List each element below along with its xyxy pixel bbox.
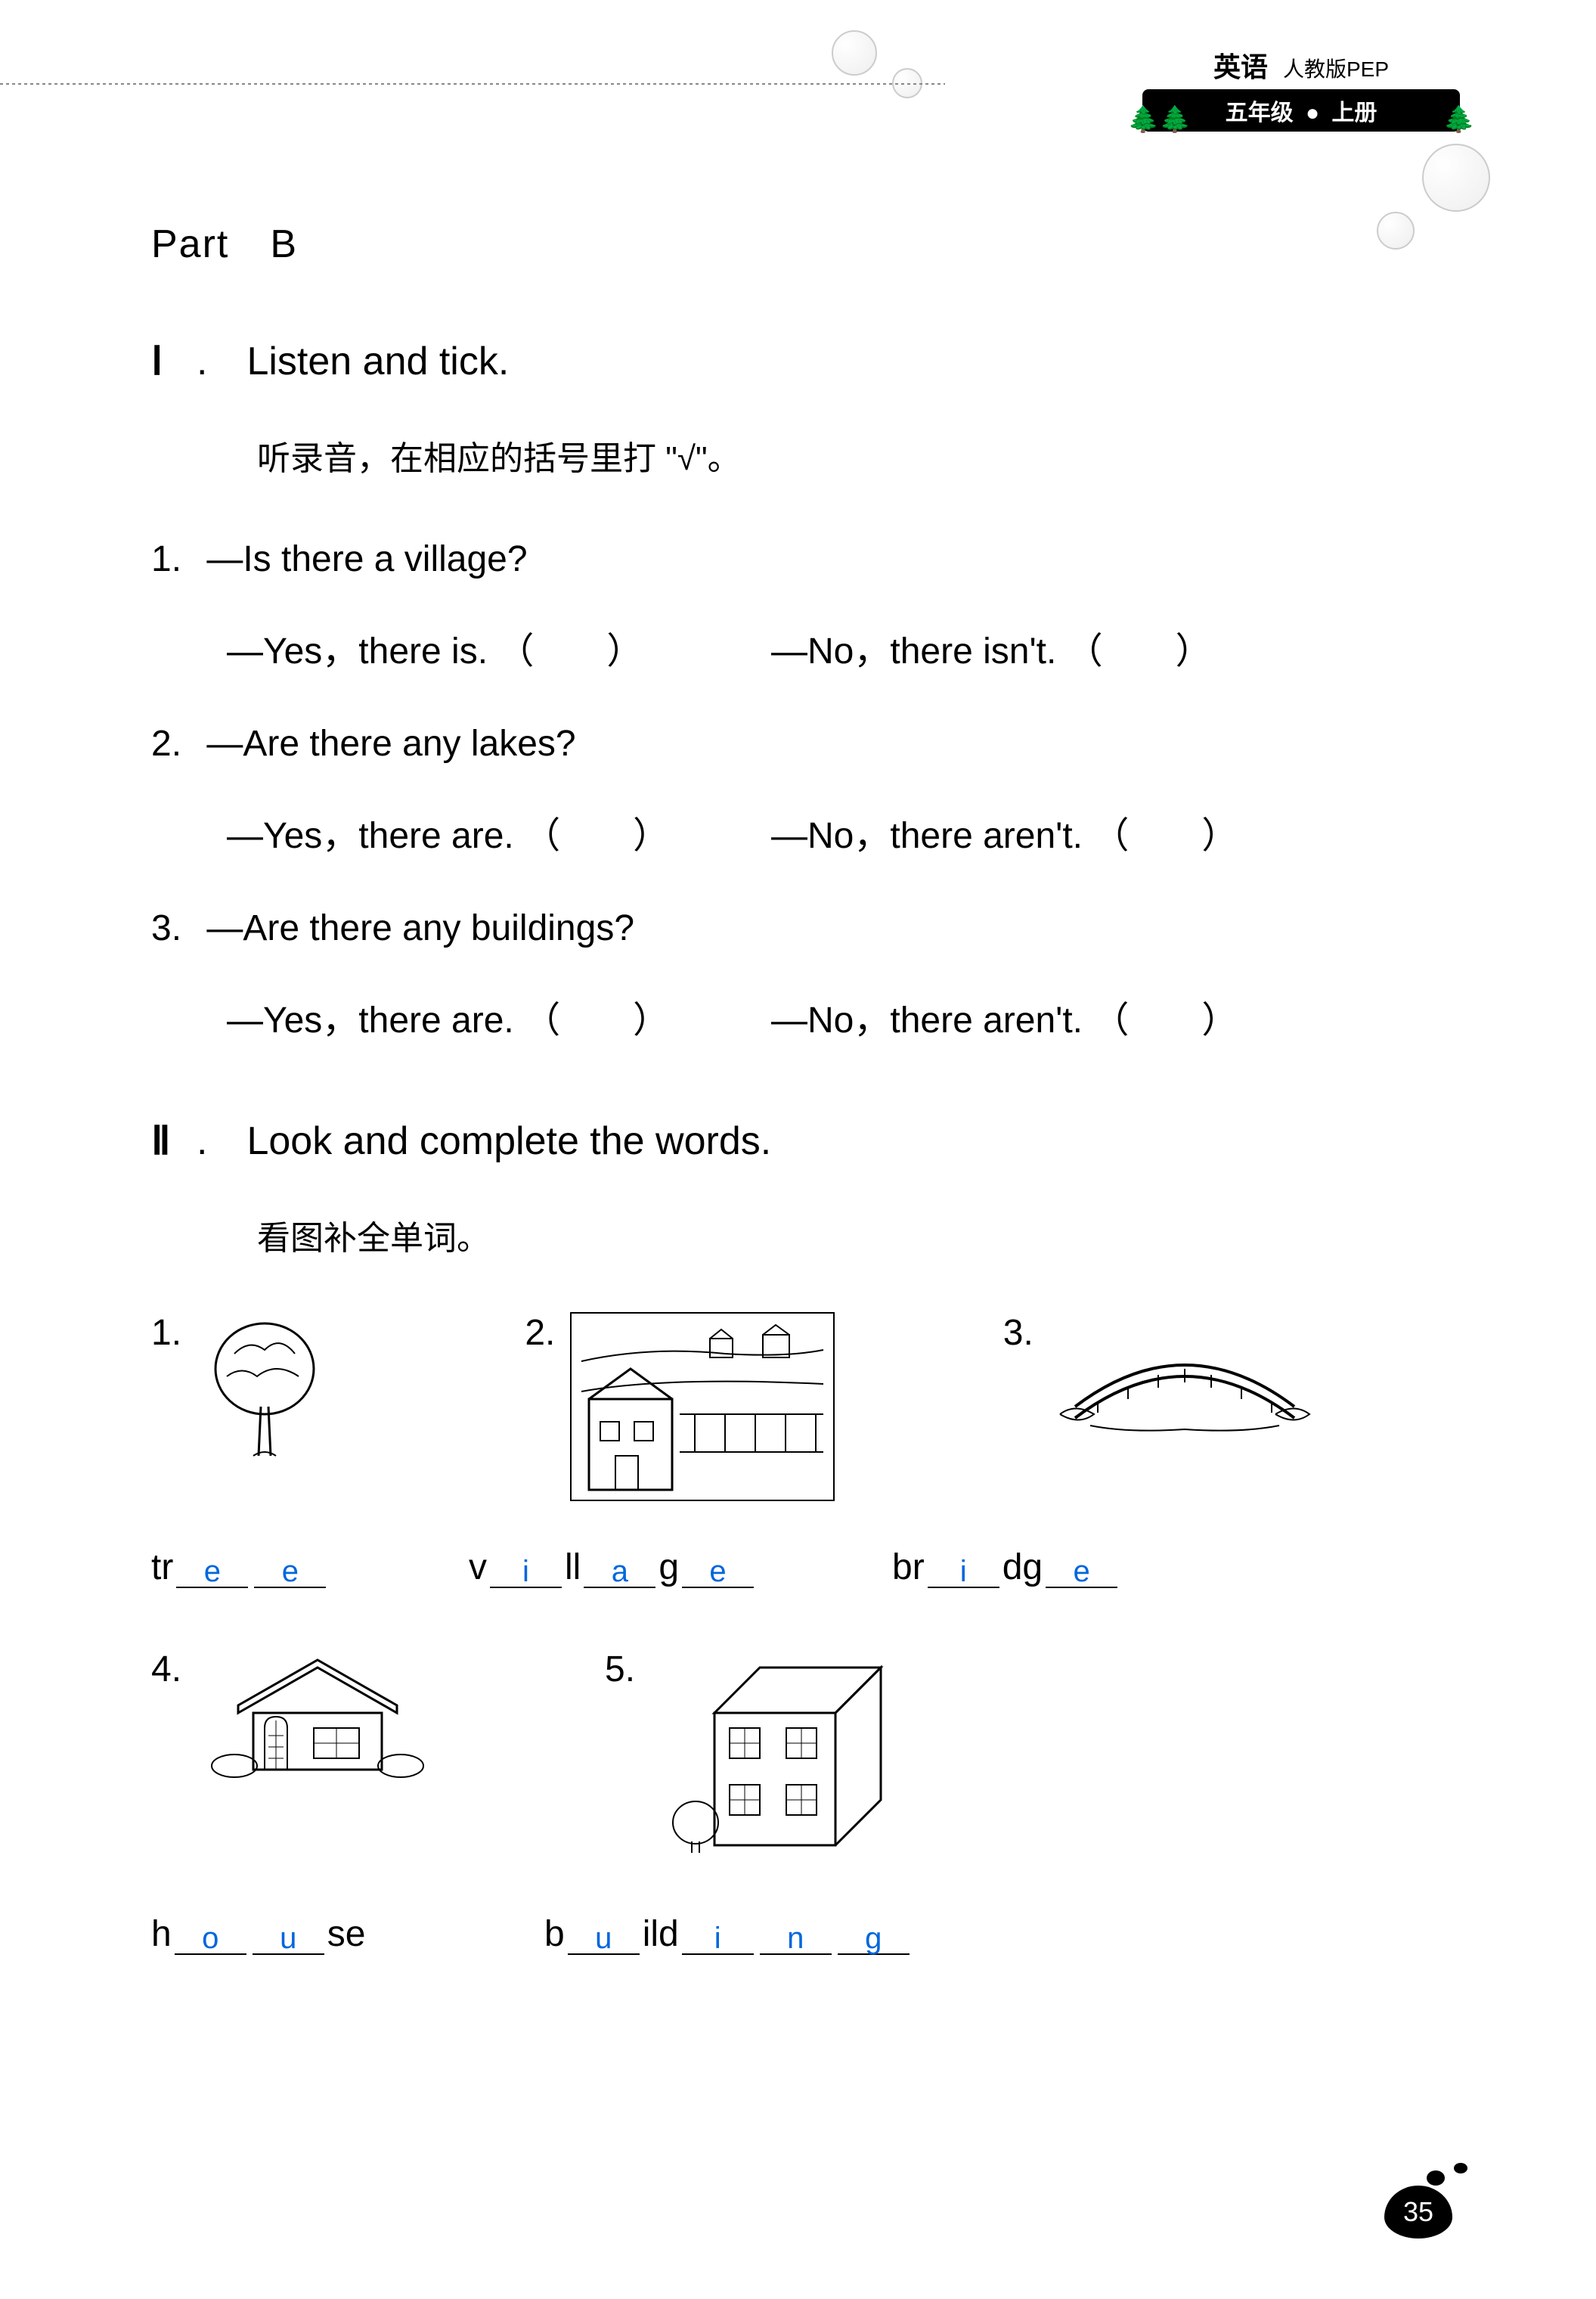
w3-p2: dg xyxy=(1003,1547,1043,1588)
w4-p2: se xyxy=(327,1913,366,1955)
w5-b2[interactable]: i xyxy=(682,1922,754,1955)
village-image xyxy=(570,1312,835,1501)
w1-b1[interactable]: e xyxy=(176,1555,248,1588)
w4-b1[interactable]: o xyxy=(175,1922,246,1955)
item-5-num: 5. xyxy=(605,1649,635,1690)
subject-label: 英语 xyxy=(1213,51,1268,82)
w2-b1[interactable]: i xyxy=(490,1555,562,1588)
section-2-instruction: 看图补全单词。 xyxy=(257,1211,1436,1259)
w2-b3[interactable]: e xyxy=(682,1555,754,1588)
q2-no: —No，there aren't. xyxy=(771,816,1083,856)
w3-b1[interactable]: i xyxy=(928,1555,999,1588)
blanks-row-2: h o u se b u ild i n g xyxy=(151,1913,1436,1955)
page-number: 35 xyxy=(1377,2163,1475,2238)
q1-num: 1. xyxy=(151,532,197,587)
w2-b2[interactable]: a xyxy=(584,1555,655,1588)
w5-b3[interactable]: n xyxy=(760,1922,832,1955)
q3-yes: —Yes，there are. xyxy=(227,1001,514,1041)
q2-yes-paren[interactable]: （ ） xyxy=(524,816,669,856)
house-image xyxy=(197,1649,439,1785)
w4-b2[interactable]: u xyxy=(253,1922,324,1955)
q1-no: —No，there isn't. xyxy=(771,631,1056,672)
item-1-num: 1. xyxy=(151,1312,181,1354)
section-2-title: Ⅱ. Look and complete the words. xyxy=(151,1109,1436,1165)
grade-label: 五年级 xyxy=(1226,101,1294,126)
header-divider xyxy=(0,83,945,85)
w5-p2: ild xyxy=(643,1913,679,1955)
bubble-deco xyxy=(1422,144,1490,212)
q2-yes: —Yes，there are. xyxy=(227,816,514,856)
question-1: 1. —Is there a village? —Yes，there is. （… xyxy=(151,532,1436,679)
w4-p1: h xyxy=(151,1913,172,1955)
q1-yes: —Yes，there is. xyxy=(227,631,488,672)
page-content: Part B Ⅰ. Listen and tick. 听录音，在相应的括号里打 … xyxy=(151,212,1436,1955)
w1-b2[interactable]: e xyxy=(254,1555,326,1588)
book-header: 英语 人教版PEP 🌲🌲 五年级 ● 上册 🌲 xyxy=(1142,45,1460,129)
q2-num: 2. xyxy=(151,717,197,771)
blanks-row-1: tr e e v i ll a g e br i dg e xyxy=(151,1547,1436,1588)
q2-prompt: —Are there any lakes? xyxy=(206,724,575,764)
q3-yes-paren[interactable]: （ ） xyxy=(524,1001,669,1041)
section-1-text: . Listen and tick. xyxy=(197,340,509,383)
roman-1: Ⅰ xyxy=(151,339,197,384)
question-2: 2. —Are there any lakes? —Yes，there are.… xyxy=(151,717,1436,864)
w5-p1: b xyxy=(544,1913,565,1955)
w2-p3: g xyxy=(659,1547,679,1588)
building-image xyxy=(650,1649,892,1860)
w5-b4[interactable]: g xyxy=(838,1922,910,1955)
tree-image xyxy=(197,1312,333,1463)
w5-b1[interactable]: u xyxy=(568,1922,640,1955)
volume-label: 上册 xyxy=(1331,101,1377,126)
q2-no-paren[interactable]: （ ） xyxy=(1092,816,1238,856)
w1-p1: tr xyxy=(151,1547,173,1588)
section-2-text: . Look and complete the words. xyxy=(197,1119,771,1163)
q3-no-paren[interactable]: （ ） xyxy=(1092,1001,1238,1041)
q1-no-paren[interactable]: （ ） xyxy=(1067,631,1212,672)
section-1-instruction: 听录音，在相应的括号里打 "√"。 xyxy=(257,431,1436,479)
part-title: Part B xyxy=(151,212,1436,268)
page-number-text: 35 xyxy=(1403,2196,1433,2228)
q3-prompt: —Are there any buildings? xyxy=(206,908,634,948)
bridge-image xyxy=(1049,1312,1321,1448)
q1-prompt: —Is there a village? xyxy=(206,539,527,579)
tree-deco-icon: 🌲🌲 xyxy=(1127,104,1192,135)
word-row-2: 4. xyxy=(151,1649,1436,1860)
q3-num: 3. xyxy=(151,901,197,956)
item-2-num: 2. xyxy=(525,1312,555,1354)
bubble-deco xyxy=(832,30,877,76)
w3-p1: br xyxy=(892,1547,925,1588)
w3-b2[interactable]: e xyxy=(1046,1555,1117,1588)
item-3-num: 3. xyxy=(1003,1312,1034,1354)
q3-no: —No，there aren't. xyxy=(771,1001,1083,1041)
question-3: 3. —Are there any buildings? —Yes，there … xyxy=(151,901,1436,1048)
q1-yes-paren[interactable]: （ ） xyxy=(497,631,643,672)
w2-p2: ll xyxy=(565,1547,581,1588)
edition-label: 人教版PEP xyxy=(1283,57,1389,81)
word-row-1: 1. 2. xyxy=(151,1312,1436,1501)
item-4-num: 4. xyxy=(151,1649,181,1690)
section-1-title: Ⅰ. Listen and tick. xyxy=(151,329,1436,386)
roman-2: Ⅱ xyxy=(151,1118,197,1164)
tree-deco-icon: 🌲 xyxy=(1443,104,1475,135)
w2-p1: v xyxy=(469,1547,487,1588)
